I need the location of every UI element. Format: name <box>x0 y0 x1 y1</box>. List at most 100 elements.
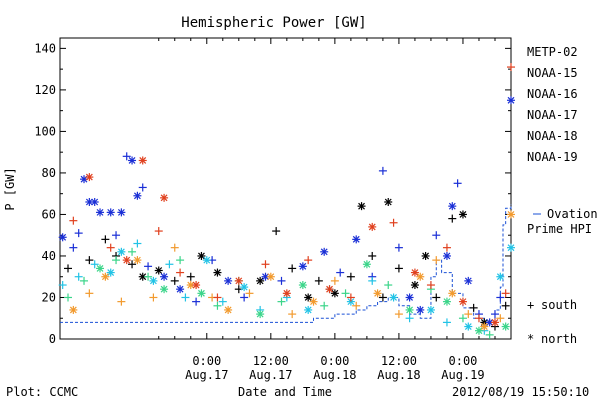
data-point <box>394 310 403 319</box>
data-point <box>277 276 286 285</box>
data-point <box>405 305 414 314</box>
data-point <box>314 276 323 285</box>
data-point <box>74 272 83 281</box>
data-point <box>309 297 318 306</box>
legend-label: NOAA-17 <box>527 108 578 122</box>
data-point <box>128 247 137 256</box>
data-point <box>448 214 457 223</box>
data-point <box>474 326 483 335</box>
data-point <box>496 272 505 281</box>
data-point <box>80 276 89 285</box>
data-point <box>416 305 425 314</box>
data-point <box>192 297 201 306</box>
data-point <box>373 289 382 298</box>
data-point <box>336 268 345 277</box>
data-point <box>197 289 206 298</box>
data-point <box>224 305 233 314</box>
data-point <box>165 260 174 269</box>
x-tick-label-date: Aug.17 <box>185 368 228 382</box>
y-axis: 0 20 40 60 80 100 120 140 <box>34 41 511 346</box>
data-point <box>442 251 451 260</box>
data-point <box>496 293 505 302</box>
data-point <box>485 330 494 339</box>
data-point <box>458 297 467 306</box>
legend: METP-02 NOAA-15 NOAA-16 NOAA-17 NOAA-18 NOAA-… <box>527 45 598 346</box>
data-point <box>288 264 297 273</box>
y-axis-label: P [GW] <box>3 167 17 210</box>
data-point <box>106 243 115 252</box>
data-point <box>85 256 94 265</box>
data-point <box>85 289 94 298</box>
legend-north-label: north <box>541 332 577 346</box>
data-point <box>197 251 206 260</box>
data-point <box>176 268 185 277</box>
legend-north-symbol: * <box>527 332 534 346</box>
data-point <box>160 272 169 281</box>
data-point <box>133 239 142 248</box>
data-point <box>421 251 430 260</box>
data-point <box>501 289 510 298</box>
chart-title: Hemispheric Power [GW] <box>181 15 366 31</box>
data-point <box>405 293 414 302</box>
data-point <box>416 272 425 281</box>
data-point <box>389 293 398 302</box>
data-point <box>304 305 313 314</box>
x-tick-label-time: 0:00 <box>192 354 221 368</box>
x-tick-label-time: 0:00 <box>449 354 478 368</box>
data-point <box>405 314 414 323</box>
data-point <box>176 285 185 294</box>
data-point <box>90 260 99 269</box>
data-point <box>325 285 334 294</box>
data-point <box>101 235 110 244</box>
data-point <box>58 281 67 290</box>
data-point <box>245 289 254 298</box>
data-point <box>117 247 126 256</box>
data-point <box>453 179 462 188</box>
legend-label: NOAA-15 <box>527 66 578 80</box>
data-point <box>330 276 339 285</box>
data-point <box>112 256 121 265</box>
data-point <box>218 297 227 306</box>
data-point <box>384 281 393 290</box>
data-point <box>464 322 473 331</box>
y-tick-label: 60 <box>42 207 56 221</box>
data-point <box>149 293 158 302</box>
y-tick-label: 140 <box>34 41 56 55</box>
y-tick-label: 120 <box>34 83 56 97</box>
data-point <box>69 216 78 225</box>
y-tick-label: 20 <box>42 290 56 304</box>
data-point <box>501 301 510 310</box>
data-point <box>170 243 179 252</box>
legend-label: NOAA-18 <box>527 129 578 143</box>
data-point <box>341 289 350 298</box>
data-point <box>490 310 499 319</box>
data-point <box>160 285 169 294</box>
data-point <box>144 262 153 271</box>
data-point <box>106 268 115 277</box>
data-point <box>96 264 105 273</box>
data-point <box>469 303 478 312</box>
data-point <box>320 247 329 256</box>
y-tick-label: 0 <box>49 332 56 346</box>
data-point <box>90 197 99 206</box>
data-point <box>138 156 147 165</box>
data-point <box>352 235 361 244</box>
data-point <box>133 191 142 200</box>
legend-south-label: south <box>541 298 577 312</box>
data-point <box>128 156 137 165</box>
x-axis: 0:00Aug.1712:00Aug.170:00Aug.1812:00Aug.… <box>158 38 512 382</box>
data-points <box>58 63 515 339</box>
data-point <box>256 276 265 285</box>
data-point <box>410 281 419 290</box>
data-point <box>464 276 473 285</box>
data-point <box>144 272 153 281</box>
data-point <box>117 297 126 306</box>
data-point <box>501 322 510 331</box>
data-point <box>432 256 441 265</box>
data-point <box>240 293 249 302</box>
data-point <box>101 272 110 281</box>
data-point <box>202 256 211 265</box>
data-point <box>138 183 147 192</box>
data-point <box>426 305 435 314</box>
